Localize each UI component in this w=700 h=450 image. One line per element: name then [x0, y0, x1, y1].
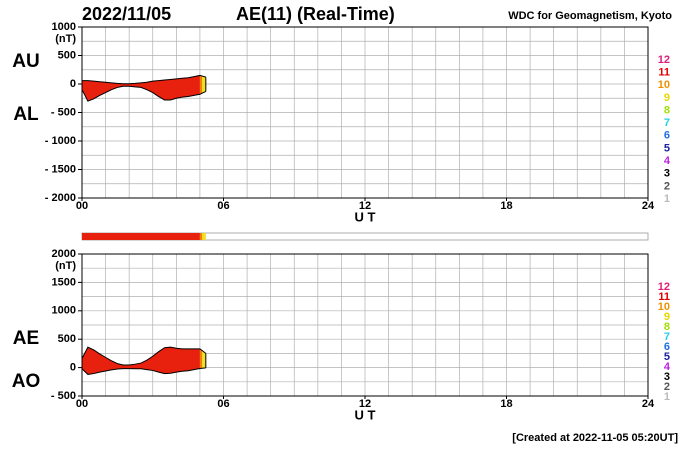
station-count: 4: [664, 361, 671, 373]
y-tick-label: 2000: [52, 248, 76, 260]
station-count: 1: [664, 391, 670, 403]
station-count: 4: [664, 155, 671, 167]
station-count: 6: [664, 341, 670, 353]
x-axis-label: U T: [355, 209, 376, 224]
x-tick-label: 24: [642, 200, 655, 212]
y-tick-label: 0: [70, 78, 76, 90]
y-tick-label: 0: [70, 362, 76, 374]
unit-label: (nT): [55, 260, 76, 272]
x-tick-label: 06: [217, 200, 229, 212]
chart-title: AE(11) (Real-Time): [236, 4, 395, 24]
coverage-segment: [199, 233, 203, 240]
band-fill: [202, 76, 206, 94]
x-tick-label: 18: [500, 398, 512, 410]
series-line: [81, 85, 207, 102]
series-line: [82, 74, 206, 85]
station-count: 2: [664, 180, 670, 192]
station-count: 8: [664, 321, 670, 333]
station-count: 2: [664, 381, 670, 393]
station-count: 5: [664, 142, 670, 154]
station-count: 10: [658, 79, 670, 91]
series-name: AE: [13, 328, 39, 349]
x-tick-label: 24: [642, 398, 655, 410]
station-count: 1: [664, 193, 670, 205]
created: [Created at 2022-11-05 05:20UT]: [512, 432, 678, 444]
x-tick-label: 06: [217, 398, 229, 410]
y-tick-label: 500: [58, 333, 76, 345]
x-tick-label: 00: [76, 200, 88, 212]
station-count: 11: [658, 67, 670, 79]
band-fill: [199, 348, 203, 369]
station-count: 11: [658, 291, 670, 303]
date: 2022/11/05: [82, 4, 171, 24]
coverage-segment: [202, 233, 206, 240]
station-count: 5: [664, 351, 670, 363]
band-fill: [82, 347, 200, 375]
station-count: 9: [664, 311, 670, 323]
y-tick-label: 1000: [52, 305, 76, 317]
station-count: 9: [664, 92, 670, 104]
y-tick-label: - 500: [51, 390, 76, 402]
x-axis-label: U T: [355, 407, 376, 422]
series-name: AO: [12, 371, 41, 392]
series-line: [81, 346, 207, 366]
series-name: AL: [13, 104, 39, 125]
series-name: AU: [12, 51, 39, 72]
station-count: 3: [664, 168, 670, 180]
station-count: 8: [664, 104, 670, 116]
station-count: 6: [664, 130, 670, 142]
y-tick-label: - 500: [51, 106, 76, 118]
y-tick-label: 1500: [52, 276, 76, 288]
x-tick-label: 12: [359, 398, 371, 410]
station-count: 12: [658, 281, 670, 293]
station-count: 3: [664, 371, 670, 383]
y-tick-label: - 2000: [45, 192, 76, 204]
series-line: [81, 367, 206, 375]
y-tick-label: - 1500: [45, 163, 76, 175]
band-fill: [82, 75, 200, 102]
y-tick-label: 500: [58, 49, 76, 61]
station-count: 12: [658, 54, 670, 66]
x-tick-label: 18: [500, 200, 512, 212]
band-fill: [199, 75, 203, 95]
source: WDC for Geomagnetism, Kyoto: [508, 10, 672, 22]
unit-label: (nT): [55, 33, 76, 45]
x-tick-label: 00: [76, 398, 88, 410]
band-fill: [202, 350, 206, 369]
coverage-segment: [82, 233, 200, 240]
y-tick-label: - 1000: [45, 135, 76, 147]
station-count: 7: [664, 117, 670, 129]
station-count: 7: [664, 331, 670, 343]
station-count: 10: [658, 301, 670, 313]
x-tick-label: 12: [359, 200, 371, 212]
y-tick-label: 1000: [52, 21, 76, 33]
